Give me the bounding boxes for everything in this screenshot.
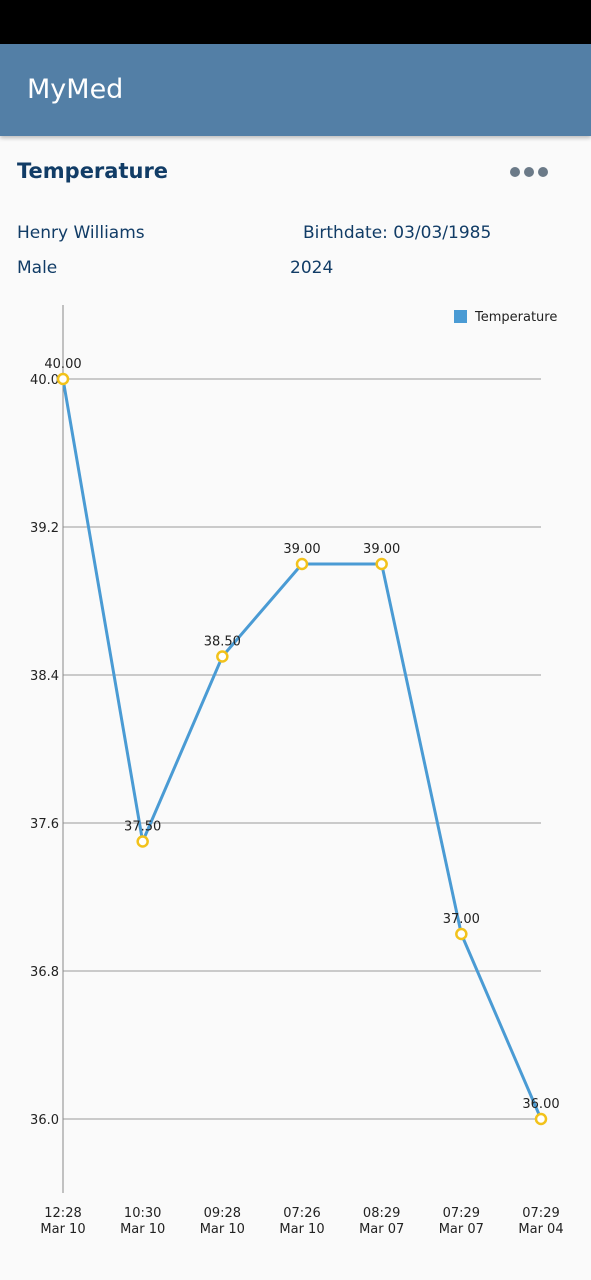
value-label: 37.50 xyxy=(124,820,161,835)
y-tick-label: 36.0 xyxy=(30,1113,59,1128)
point xyxy=(455,927,468,941)
year: 2024 xyxy=(290,258,334,278)
legend-swatch xyxy=(454,310,467,323)
x-tick-label: 10:30 Mar 10 xyxy=(120,1206,165,1237)
app-bar: MyMed xyxy=(0,44,591,136)
app-title: MyMed xyxy=(27,74,124,105)
legend-label: Temperature xyxy=(474,310,557,325)
y-tick-label: 38.4 xyxy=(30,669,59,684)
x-tick-label: 12:28 Mar 10 xyxy=(40,1206,85,1237)
value-label: 37.00 xyxy=(443,912,480,927)
patient-name: Henry Williams xyxy=(17,223,145,243)
value-label: 40.00 xyxy=(44,357,81,372)
page-title: Temperature xyxy=(17,159,169,183)
point xyxy=(136,835,149,848)
value-label: 38.50 xyxy=(204,635,241,650)
y-tick-label: 40.0 xyxy=(30,373,59,388)
x-tick-label: 09:28 Mar 10 xyxy=(200,1206,245,1237)
point xyxy=(534,1112,548,1126)
line xyxy=(61,378,543,1120)
sex: Male xyxy=(17,258,58,278)
y-tick-label: 39.2 xyxy=(30,521,59,536)
value-label: 39.00 xyxy=(363,542,400,557)
value-label: 36.00 xyxy=(522,1097,559,1112)
status-bar xyxy=(0,0,591,44)
x-tick-label: 07:29 Mar 07 xyxy=(439,1206,484,1237)
value-label: 39.00 xyxy=(283,542,320,557)
birthdate: Birthdate: 03/03/1985 xyxy=(303,223,492,243)
point xyxy=(216,650,229,663)
y-tick-label: 37.6 xyxy=(30,817,59,832)
more-menu[interactable] xyxy=(505,162,555,182)
x-tick-label: 07:29 Mar 04 xyxy=(518,1206,563,1237)
point xyxy=(295,557,309,571)
y-tick-label: 36.8 xyxy=(30,965,59,980)
x-tick-label: 08:29 Mar 07 xyxy=(359,1206,404,1237)
point xyxy=(56,372,70,386)
x-tick-label: 07:26 Mar 10 xyxy=(279,1206,324,1237)
point xyxy=(375,557,388,571)
